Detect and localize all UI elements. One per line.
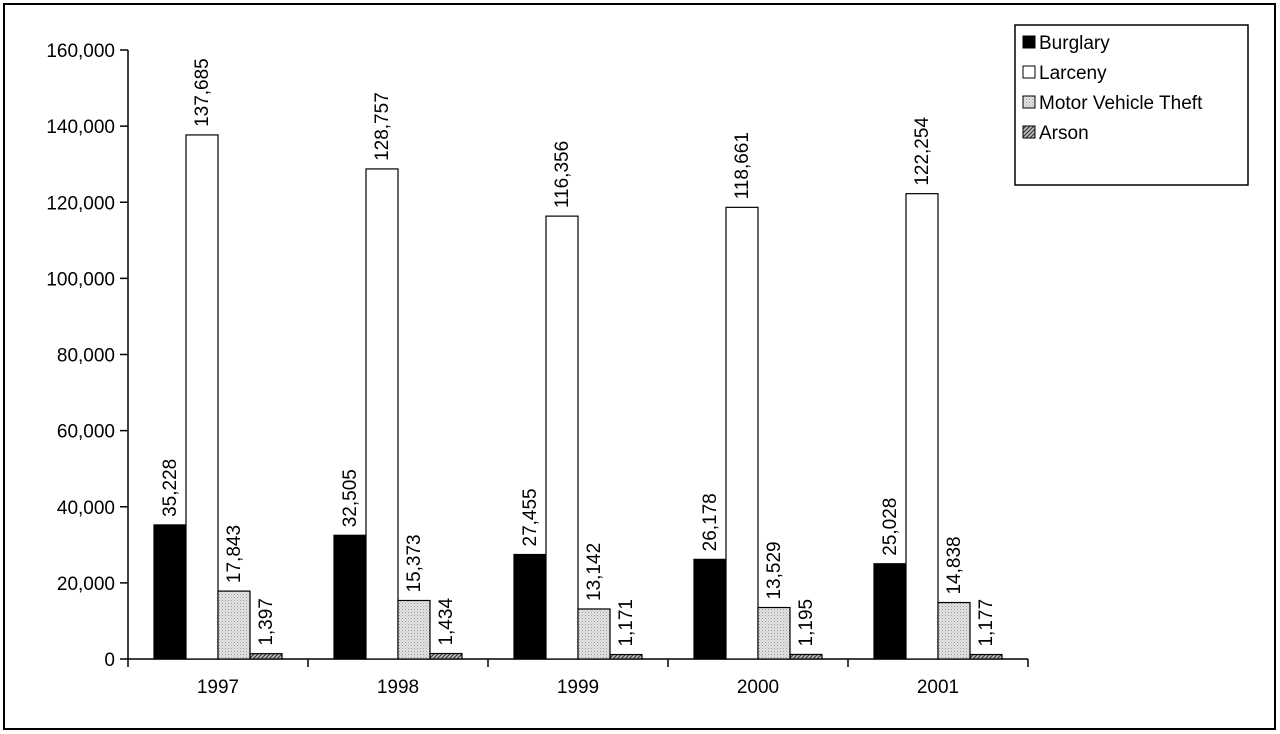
y-tick-label: 0 bbox=[104, 650, 115, 671]
data-label-arson: 1,171 bbox=[616, 599, 637, 647]
data-label-burglary: 27,455 bbox=[520, 488, 541, 546]
x-tick-label: 1997 bbox=[197, 677, 239, 698]
bar-arson bbox=[789, 653, 823, 660]
data-label-arson: 1,434 bbox=[436, 598, 457, 646]
data-label-burglary: 25,028 bbox=[880, 498, 901, 556]
legend-item-larceny: Larceny bbox=[1022, 63, 1107, 84]
legend-box bbox=[1014, 24, 1249, 186]
legend-label-arson: Arson bbox=[1039, 123, 1089, 144]
data-label-motor-vehicle-theft: 17,843 bbox=[224, 525, 245, 583]
bar-burglary bbox=[513, 553, 547, 660]
legend-swatch-arson bbox=[1022, 125, 1036, 139]
bars bbox=[153, 134, 1003, 660]
data-label-motor-vehicle-theft: 13,529 bbox=[764, 541, 785, 599]
y-tick-label: 20,000 bbox=[57, 574, 115, 595]
y-tick-label: 120,000 bbox=[46, 193, 115, 214]
data-label-arson: 1,397 bbox=[256, 598, 277, 646]
legend-swatch-larceny bbox=[1022, 65, 1036, 79]
legend-label-burglary: Burglary bbox=[1039, 33, 1110, 54]
y-tick-label: 80,000 bbox=[57, 346, 115, 367]
legend-swatch-burglary bbox=[1022, 35, 1036, 49]
data-label-burglary: 32,505 bbox=[340, 469, 361, 527]
legend-item-burglary: Burglary bbox=[1022, 33, 1110, 54]
y-tick-label: 60,000 bbox=[57, 422, 115, 443]
bar-motor-vehicle-theft bbox=[217, 590, 251, 660]
y-tick-label: 100,000 bbox=[46, 269, 115, 290]
bar-motor-vehicle-theft bbox=[397, 599, 431, 660]
y-tick-label: 40,000 bbox=[57, 498, 115, 519]
data-label-larceny: 118,661 bbox=[732, 132, 753, 199]
legend-swatch-motor-vehicle-theft bbox=[1022, 95, 1036, 109]
bar-motor-vehicle-theft bbox=[757, 606, 791, 660]
data-labels: 35,228 32,505 27,455 26,178 25,028 137,685 128… bbox=[160, 58, 997, 646]
legend-label-larceny: Larceny bbox=[1039, 63, 1107, 84]
data-label-arson: 1,195 bbox=[796, 599, 817, 647]
data-label-arson: 1,177 bbox=[976, 599, 997, 647]
legend-item-arson: Arson bbox=[1022, 123, 1089, 144]
bar-burglary bbox=[693, 558, 727, 660]
data-label-burglary: 35,228 bbox=[160, 459, 181, 517]
data-label-motor-vehicle-theft: 13,142 bbox=[584, 543, 605, 601]
y-tick-label: 160,000 bbox=[46, 41, 115, 62]
bar-motor-vehicle-theft bbox=[577, 608, 611, 660]
legend-label-motor-vehicle-theft: Motor Vehicle Theft bbox=[1039, 93, 1203, 114]
bar-larceny bbox=[905, 193, 939, 660]
data-label-larceny: 116,356 bbox=[552, 141, 573, 208]
bar-larceny bbox=[545, 215, 579, 660]
bar-burglary bbox=[873, 563, 907, 660]
legend-item-motor-vehicle-theft: Motor Vehicle Theft bbox=[1022, 93, 1203, 114]
bar-arson bbox=[249, 653, 283, 660]
bar-larceny bbox=[725, 206, 759, 660]
bar-motor-vehicle-theft bbox=[937, 601, 971, 660]
bar-larceny bbox=[185, 134, 219, 660]
x-tick-label: 2001 bbox=[917, 677, 959, 698]
data-label-larceny: 128,757 bbox=[372, 92, 393, 161]
bar-burglary bbox=[333, 534, 367, 660]
data-label-motor-vehicle-theft: 14,838 bbox=[944, 536, 965, 594]
x-tick-label: 1998 bbox=[377, 677, 419, 698]
data-label-larceny: 122,254 bbox=[912, 117, 933, 186]
x-tick-label: 2000 bbox=[737, 677, 779, 698]
bar-arson bbox=[969, 653, 1003, 660]
data-label-larceny: 137,685 bbox=[192, 58, 213, 127]
bar-arson bbox=[429, 652, 463, 660]
bar-larceny bbox=[365, 168, 399, 660]
data-label-motor-vehicle-theft: 15,373 bbox=[404, 534, 425, 592]
legend: Burglary Larceny Motor Vehicle Theft Arson bbox=[1014, 24, 1249, 186]
bar-burglary bbox=[153, 524, 187, 660]
x-tick-label: 1999 bbox=[557, 677, 599, 698]
data-label-burglary: 26,178 bbox=[700, 493, 721, 551]
bar-arson bbox=[609, 653, 643, 660]
y-tick-label: 140,000 bbox=[46, 117, 115, 138]
